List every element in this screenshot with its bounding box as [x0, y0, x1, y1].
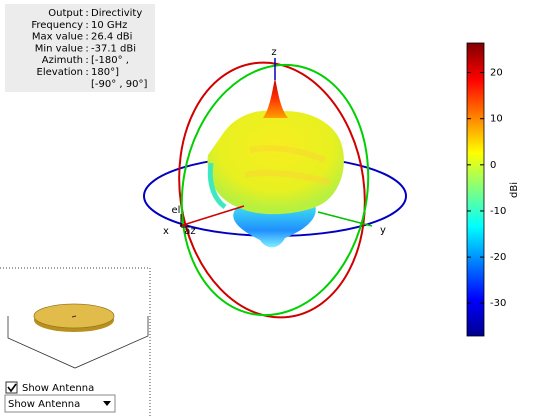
colorbar-tick-label: -30 [490, 298, 506, 309]
info-panel [5, 4, 155, 92]
info-colon: : [85, 43, 88, 54]
info-colon: : [85, 20, 88, 31]
z-label: z [271, 47, 276, 58]
colorbar-tick-label: 0 [490, 160, 496, 171]
x-axis-line [179, 205, 245, 227]
info-label: Elevation [37, 67, 83, 78]
info-label: Frequency [31, 20, 83, 31]
dropdown[interactable] [4, 394, 116, 413]
info-value: Directivity [91, 8, 142, 19]
checkbox[interactable] [5, 381, 18, 394]
info-colon: : [85, 32, 88, 43]
info-label: Output [48, 8, 83, 19]
info-extra: [-90° , 90°] [91, 79, 147, 90]
colorbar-ticks: 20 10 0 -10 -20 -30 [467, 68, 506, 309]
pattern-ridge [249, 145, 327, 163]
pattern-edge [207, 162, 227, 210]
colorbar-tick-label: -20 [490, 252, 506, 263]
info-label: Azimuth [42, 55, 83, 66]
elevation-circle [180, 63, 370, 317]
antenna-feed [71, 315, 77, 318]
info-value: 10 GHz [91, 20, 127, 31]
el-label: el [172, 205, 181, 216]
pattern-ridge [244, 169, 331, 185]
info-colon: : [85, 67, 88, 78]
preview-frame [0, 267, 151, 418]
info-value: 180°] [91, 67, 119, 78]
y-axis-line [317, 211, 373, 227]
pattern-lobe [207, 110, 344, 215]
dropdown-value[interactable]: Show Antenna [8, 399, 80, 410]
az-label: az [184, 226, 195, 237]
info-value: 26.4 dBi [91, 32, 132, 43]
info-label: Max value [32, 32, 83, 43]
check-mark [7, 383, 17, 393]
info-label: Min value [35, 43, 83, 54]
info-value: [-180° , [91, 55, 129, 66]
pattern-spike [263, 78, 288, 118]
colorbar [466, 42, 485, 337]
info-colon: : [85, 8, 88, 19]
colorbar-tick-label: -10 [490, 206, 506, 217]
y-label: y [380, 225, 386, 236]
info-colon: : [85, 55, 88, 66]
colorbar-label: dBi [509, 182, 520, 198]
preview-box [7, 316, 149, 369]
pattern-underside [233, 205, 316, 248]
info-value: -37.1 dBi [91, 43, 136, 54]
x-label: x [163, 226, 169, 237]
dropdown-arrow [103, 401, 111, 406]
colorbar-tick-label: 20 [490, 68, 503, 79]
checkbox-label[interactable]: Show Antenna [22, 383, 94, 394]
colorbar-tick-label: 10 [490, 114, 503, 125]
